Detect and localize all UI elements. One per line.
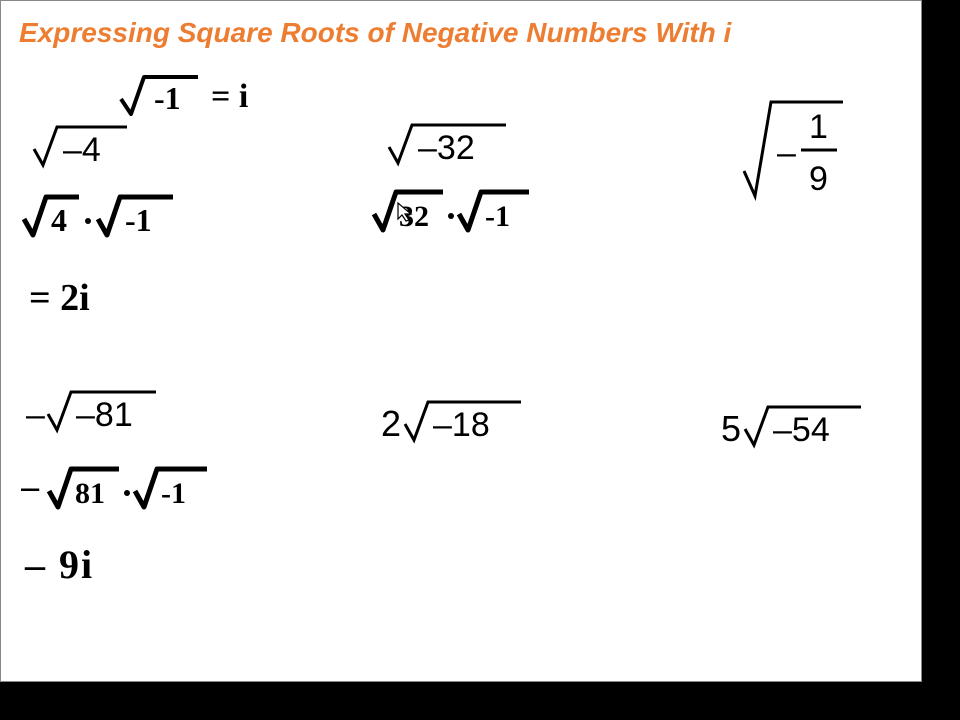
p1-result-eq: = [29,277,60,319]
p3-sign: – [777,134,796,172]
identity-sqrt: -1 = i [116,69,286,124]
p1-hand-step: 4 -1 [21,191,191,246]
p1-step-right: -1 [125,202,152,238]
p6-radicand: –54 [773,411,830,449]
p4-step-right: -1 [161,477,186,510]
identity-equals: = i [211,78,248,115]
p2-radicand: –32 [418,129,475,167]
identity-radicand: -1 [154,80,181,116]
p6-coef: 5 [721,408,741,449]
p4-step-left: 81 [75,477,105,510]
page-title: Expressing Square Roots of Negative Numb… [19,17,731,49]
p6-typed: 5 –54 [721,401,881,456]
p1-radicand: –4 [63,131,101,169]
title-text: Expressing Square Roots of Negative Numb… [19,17,731,48]
p5-typed: 2 –18 [381,396,541,451]
p4-result: – 9i [25,541,94,588]
p4-radicand: –81 [76,396,133,434]
p3-typed: – 1 9 [741,96,861,211]
p1-result: = 2i [29,276,90,320]
p4-hand-lead: – [21,466,40,506]
p4-result-val: – 9i [25,542,94,587]
cursor-icon [396,201,416,223]
p4-typed: – –81 [26,386,166,441]
p4-hand-step: – 81 -1 [21,463,221,518]
p3-den: 9 [809,160,828,198]
p1-result-val: 2i [60,277,90,319]
p5-radicand: –18 [433,406,490,444]
p1-typed: –4 [31,121,141,176]
p5-coef: 2 [381,403,401,444]
p4-lead: – [26,396,45,434]
p2-typed: –32 [386,119,526,174]
p1-step-left: 4 [51,202,67,238]
p3-num: 1 [809,108,828,146]
p2-step-right: -1 [485,200,510,233]
